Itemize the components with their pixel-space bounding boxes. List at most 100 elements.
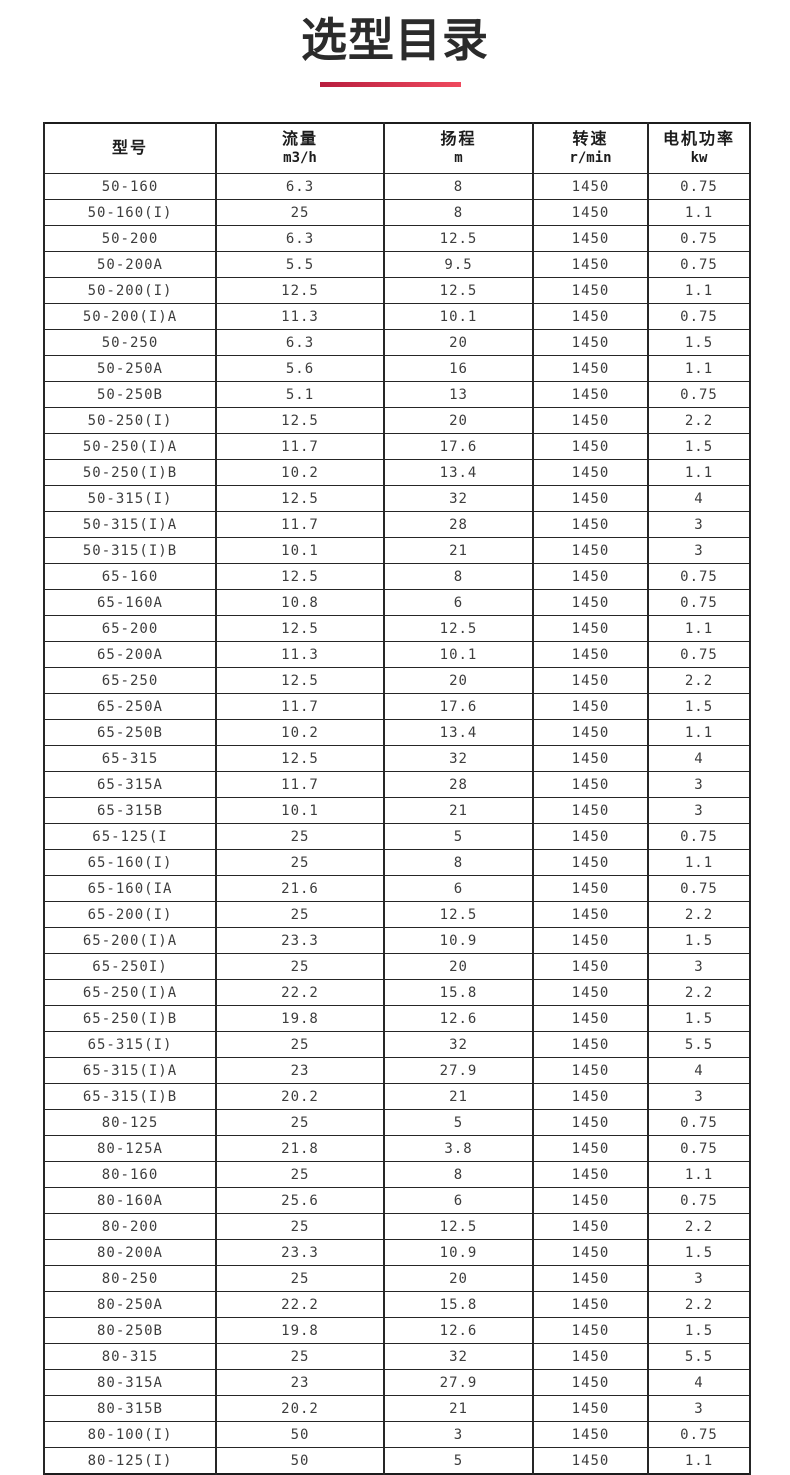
table-row: 65-160A 10.8 6 1450 0.75 <box>43 589 751 616</box>
cell-head: 15.8 <box>383 979 534 1006</box>
cell-power: 1.1 <box>647 615 751 642</box>
cell-head: 17.6 <box>383 433 534 460</box>
cell-flow: 10.1 <box>215 797 385 824</box>
cell-model: 65-315(I)B <box>43 1083 217 1110</box>
cell-head: 21 <box>383 797 534 824</box>
table-row: 65-160(IA 21.6 6 1450 0.75 <box>43 875 751 902</box>
cell-model: 50-200(I) <box>43 277 217 304</box>
cell-model: 65-315(I) <box>43 1031 217 1058</box>
table-row: 80-200A 23.3 10.9 1450 1.5 <box>43 1239 751 1266</box>
cell-head: 10.9 <box>383 1239 534 1266</box>
cell-power: 1.1 <box>647 459 751 486</box>
cell-flow: 22.2 <box>215 1291 385 1318</box>
cell-power: 3 <box>647 1265 751 1292</box>
cell-speed: 1450 <box>532 901 649 928</box>
cell-head: 13.4 <box>383 719 534 746</box>
cell-flow: 5.5 <box>215 251 385 278</box>
cell-speed: 1450 <box>532 407 649 434</box>
cell-power: 1.5 <box>647 329 751 356</box>
cell-model: 50-160(I) <box>43 199 217 226</box>
cell-speed: 1450 <box>532 615 649 642</box>
cell-speed: 1450 <box>532 745 649 772</box>
cell-head: 20 <box>383 407 534 434</box>
col-header-model-label: 型号 <box>111 139 148 157</box>
cell-flow: 25 <box>215 1109 385 1136</box>
cell-speed: 1450 <box>532 277 649 304</box>
cell-power: 4 <box>647 485 751 512</box>
cell-speed: 1450 <box>532 953 649 980</box>
cell-power: 1.1 <box>647 1161 751 1188</box>
cell-flow: 11.3 <box>215 303 385 330</box>
table-row: 65-250A 11.7 17.6 1450 1.5 <box>43 693 751 720</box>
cell-power: 2.2 <box>647 979 751 1006</box>
cell-power: 1.1 <box>647 849 751 876</box>
cell-power: 0.75 <box>647 1187 751 1214</box>
cell-power: 1.5 <box>647 1317 751 1344</box>
cell-speed: 1450 <box>532 589 649 616</box>
cell-model: 50-315(I)A <box>43 511 217 538</box>
cell-head: 28 <box>383 771 534 798</box>
cell-speed: 1450 <box>532 1447 649 1475</box>
cell-speed: 1450 <box>532 1057 649 1084</box>
table-row: 65-160 12.5 8 1450 0.75 <box>43 563 751 590</box>
cell-flow: 25 <box>215 823 385 850</box>
cell-model: 65-315A <box>43 771 217 798</box>
cell-power: 4 <box>647 745 751 772</box>
cell-flow: 12.5 <box>215 563 385 590</box>
cell-power: 3 <box>647 953 751 980</box>
cell-model: 65-160 <box>43 563 217 590</box>
cell-power: 0.75 <box>647 173 751 200</box>
cell-speed: 1450 <box>532 1239 649 1266</box>
table-row: 65-250(I)B 19.8 12.6 1450 1.5 <box>43 1005 751 1032</box>
cell-model: 80-125(I) <box>43 1447 217 1475</box>
cell-speed: 1450 <box>532 225 649 252</box>
cell-model: 80-315B <box>43 1395 217 1422</box>
cell-flow: 23.3 <box>215 927 385 954</box>
table-row: 65-250I) 25 20 1450 3 <box>43 953 751 980</box>
cell-head: 21 <box>383 1395 534 1422</box>
cell-speed: 1450 <box>532 823 649 850</box>
table-row: 50-315(I)A 11.7 28 1450 3 <box>43 511 751 538</box>
cell-head: 16 <box>383 355 534 382</box>
cell-head: 5 <box>383 1447 534 1475</box>
table-row: 65-200A 11.3 10.1 1450 0.75 <box>43 641 751 668</box>
table-row: 50-315(I) 12.5 32 1450 4 <box>43 485 751 512</box>
cell-flow: 20.2 <box>215 1395 385 1422</box>
cell-head: 32 <box>383 1031 534 1058</box>
col-header-model: 型号 <box>43 122 217 174</box>
cell-speed: 1450 <box>532 329 649 356</box>
cell-power: 1.1 <box>647 355 751 382</box>
cell-flow: 10.8 <box>215 589 385 616</box>
table-row: 80-160A 25.6 6 1450 0.75 <box>43 1187 751 1214</box>
cell-power: 0.75 <box>647 251 751 278</box>
cell-model: 80-315 <box>43 1343 217 1370</box>
table-row: 80-100(I) 50 3 1450 0.75 <box>43 1421 751 1448</box>
cell-head: 3.8 <box>383 1135 534 1162</box>
cell-head: 12.6 <box>383 1317 534 1344</box>
cell-head: 8 <box>383 563 534 590</box>
cell-flow: 12.5 <box>215 277 385 304</box>
cell-head: 13.4 <box>383 459 534 486</box>
cell-head: 6 <box>383 1187 534 1214</box>
cell-speed: 1450 <box>532 355 649 382</box>
cell-flow: 5.6 <box>215 355 385 382</box>
cell-flow: 25 <box>215 953 385 980</box>
cell-flow: 21.8 <box>215 1135 385 1162</box>
cell-speed: 1450 <box>532 979 649 1006</box>
cell-head: 27.9 <box>383 1369 534 1396</box>
cell-flow: 22.2 <box>215 979 385 1006</box>
table-row: 80-160 25 8 1450 1.1 <box>43 1161 751 1188</box>
cell-flow: 19.8 <box>215 1005 385 1032</box>
cell-flow: 25 <box>215 1343 385 1370</box>
cell-speed: 1450 <box>532 1395 649 1422</box>
cell-speed: 1450 <box>532 173 649 200</box>
cell-model: 50-250A <box>43 355 217 382</box>
col-header-speed-unit: r/min <box>569 150 612 166</box>
table-row: 80-315B 20.2 21 1450 3 <box>43 1395 751 1422</box>
table-row: 80-250A 22.2 15.8 1450 2.2 <box>43 1291 751 1318</box>
cell-speed: 1450 <box>532 1187 649 1214</box>
cell-flow: 25 <box>215 199 385 226</box>
cell-head: 12.5 <box>383 277 534 304</box>
cell-speed: 1450 <box>532 693 649 720</box>
cell-flow: 23 <box>215 1369 385 1396</box>
